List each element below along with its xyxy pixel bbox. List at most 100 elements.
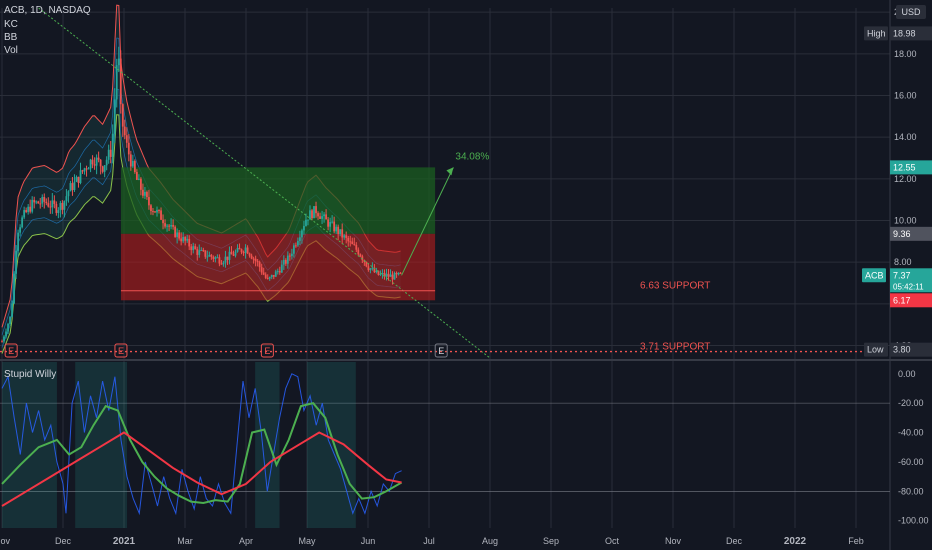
earnings-marker — [434, 343, 448, 358]
indicator-vol[interactable]: Vol — [4, 45, 18, 56]
candle-body — [218, 257, 221, 264]
candle-body — [77, 176, 80, 184]
candle-body — [81, 170, 84, 172]
candle-body — [321, 216, 323, 219]
candle-body — [93, 164, 96, 166]
candle-body — [188, 238, 191, 247]
sub-indicator-title[interactable]: Stupid Willy — [4, 369, 57, 380]
candle-body — [17, 232, 20, 251]
profit-zone — [120, 167, 436, 234]
high-label-value: 18.98 — [893, 28, 916, 38]
entry-label-value-box — [890, 226, 932, 241]
earnings-marker — [4, 343, 18, 358]
candle-body — [353, 244, 356, 246]
candle-body — [196, 249, 199, 255]
candle-body — [178, 232, 181, 239]
candle-body — [292, 245, 295, 254]
candle-body — [361, 256, 364, 261]
candle-body — [393, 272, 396, 280]
indicator-bb[interactable]: BB — [4, 32, 18, 43]
candle-body — [156, 210, 158, 213]
candle-body — [238, 247, 241, 250]
time-tick-label: May — [298, 536, 316, 546]
time-axis[interactable]: Nov Dec 2021 Mar Apr May Jun Jul Aug Sep Oct Nov Dec… — [0, 536, 864, 547]
candle-body — [331, 221, 334, 223]
candle-body — [294, 245, 297, 247]
candle-body — [194, 246, 197, 250]
candle-body — [288, 255, 291, 257]
candle-body — [99, 159, 102, 167]
candle-body — [351, 241, 354, 245]
candle-body — [367, 266, 370, 270]
stop-label-value: 6.17 — [893, 295, 911, 305]
candle-body — [75, 176, 78, 182]
candle-body — [220, 263, 223, 265]
candle-body — [186, 238, 189, 241]
candle-body — [109, 149, 112, 157]
candle-body — [315, 206, 317, 214]
candle-body — [329, 221, 332, 227]
candle-body — [246, 247, 249, 254]
candle-body — [357, 249, 360, 255]
candle-body — [347, 237, 350, 242]
candle-body — [115, 65, 118, 100]
currency-badge[interactable]: USD — [896, 5, 926, 19]
price-tick-label: 14.00 — [894, 132, 917, 142]
earnings-marker-label: E — [8, 346, 14, 356]
candle-body — [343, 235, 346, 238]
time-tick-label: Nov — [0, 536, 10, 546]
acb-countdown: 05:42:11 — [893, 282, 924, 291]
oversold-band — [2, 362, 57, 528]
candle-body — [29, 206, 32, 212]
acb-value-box — [890, 268, 932, 293]
candle-body — [89, 159, 92, 169]
candle-body — [278, 271, 281, 273]
indicator-kc[interactable]: KC — [4, 19, 18, 30]
candle-body — [168, 225, 170, 227]
loss-zone — [120, 233, 436, 301]
symbol-title[interactable]: ACB, 1D, NASDAQ — [4, 5, 91, 16]
candle-body — [23, 210, 26, 218]
candle-body — [341, 229, 344, 238]
stupid-willy-line — [1, 431, 402, 507]
candle-body — [87, 168, 90, 170]
sub-tick-label: -20.00 — [898, 398, 924, 408]
oversold-band — [307, 362, 356, 528]
candle-body — [305, 219, 307, 226]
candle-body — [117, 58, 120, 66]
candle-body — [379, 273, 382, 275]
candle-body — [313, 206, 315, 219]
candle-body — [355, 244, 358, 250]
candle-body — [208, 254, 211, 257]
price-tick-label: 16.00 — [894, 91, 917, 101]
stop-label-value-box — [890, 293, 932, 308]
sub-tick-label: -100.00 — [898, 516, 929, 526]
candle-body — [113, 99, 116, 134]
time-tick-label: Sep — [543, 536, 559, 546]
low-label-value-box — [890, 342, 932, 357]
candle-body — [127, 142, 130, 155]
candle-body — [9, 316, 11, 324]
trendline — [38, 7, 491, 359]
candle-body — [55, 203, 58, 213]
candle-body — [369, 268, 372, 270]
candle-body — [339, 229, 342, 235]
candle-body — [135, 171, 138, 180]
candle-body — [323, 214, 325, 217]
candle-body — [5, 331, 7, 337]
candle-body — [297, 240, 299, 246]
projection-percent: 34.08% — [455, 151, 489, 162]
candle-body — [371, 267, 374, 269]
candle-body — [11, 303, 13, 317]
low-label-box — [864, 342, 888, 357]
entry-label: 9.36 — [890, 226, 932, 241]
high-label-value-box — [890, 26, 932, 41]
candle-body — [204, 250, 207, 257]
candlestick-series — [1, 46, 402, 343]
candle-body — [67, 191, 70, 197]
target-label-value-box — [890, 160, 932, 175]
time-tick-label: Feb — [848, 536, 864, 546]
candle-body — [258, 262, 261, 268]
low-label: Low 3.80 — [864, 342, 932, 357]
